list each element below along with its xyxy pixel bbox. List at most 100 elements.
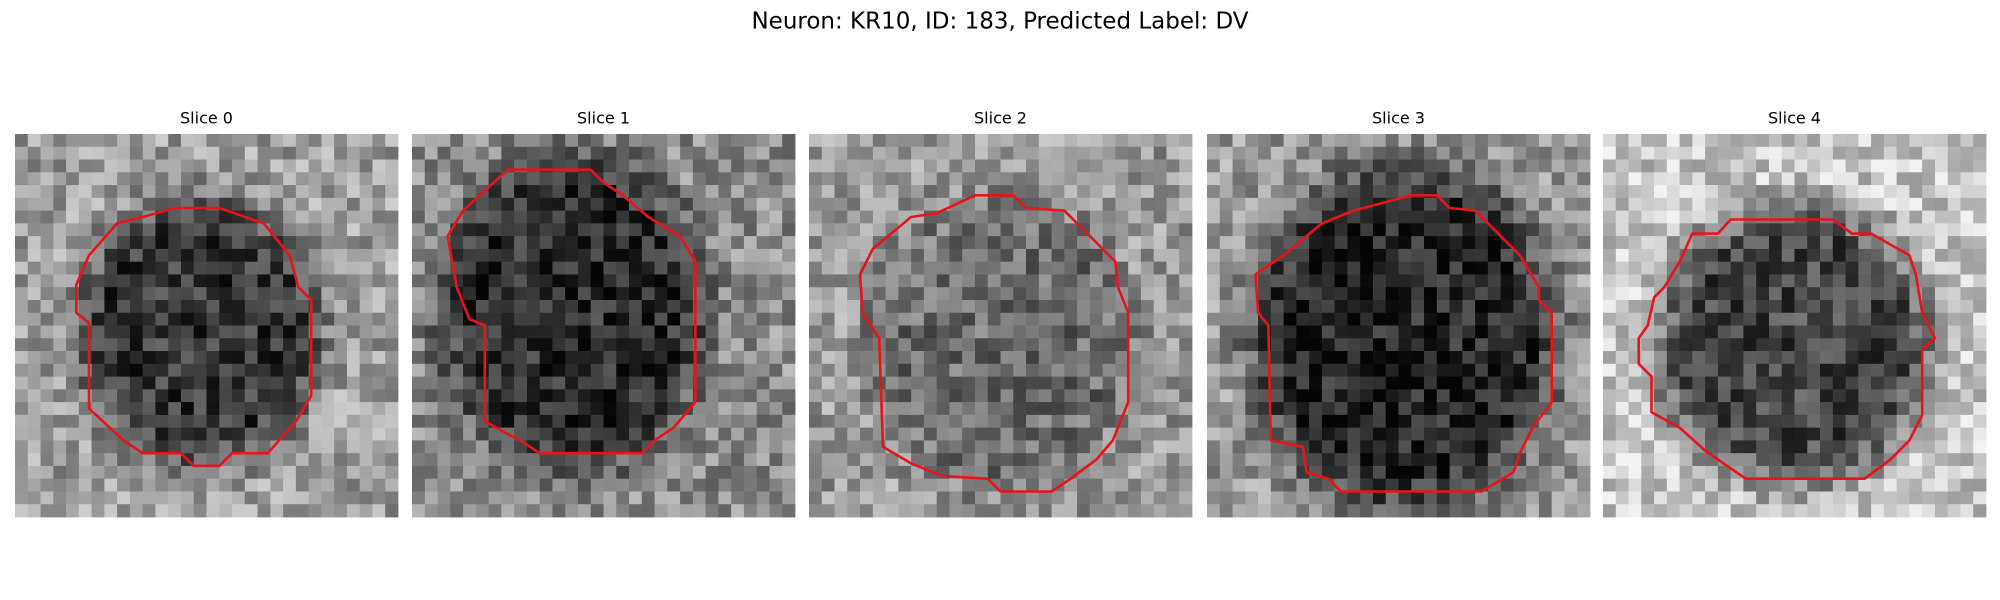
pixel	[385, 159, 399, 173]
pixel	[1153, 185, 1167, 199]
pixel	[872, 197, 886, 211]
pixel	[949, 146, 963, 160]
pixel	[1883, 325, 1898, 339]
pixel	[66, 376, 80, 390]
pixel	[987, 465, 1001, 480]
pixel	[949, 261, 963, 275]
pixel	[1436, 427, 1450, 441]
pixel	[1462, 172, 1476, 186]
pixel	[1820, 287, 1834, 301]
pixel	[616, 248, 630, 263]
pixel	[936, 299, 950, 314]
pixel	[270, 491, 284, 505]
pixel	[565, 312, 579, 326]
pixel	[680, 363, 694, 377]
pixel	[577, 427, 592, 441]
pixel	[1730, 504, 1744, 518]
pixel	[193, 299, 207, 314]
pixel	[104, 325, 118, 339]
pixel	[974, 351, 989, 365]
pixel	[1538, 223, 1553, 237]
pixel	[1577, 414, 1591, 429]
pixel	[590, 363, 604, 377]
pixel	[718, 427, 732, 441]
pixel	[1781, 414, 1795, 429]
pixel	[1309, 402, 1323, 416]
pixel	[1140, 210, 1155, 224]
pixel	[1475, 376, 1489, 390]
pixel	[180, 146, 195, 160]
pixel	[1270, 210, 1284, 224]
pixel	[847, 146, 861, 160]
pixel	[769, 363, 783, 377]
pixel	[1283, 478, 1297, 492]
pixel	[1219, 389, 1233, 403]
pixel	[1526, 287, 1540, 301]
pixel	[1615, 197, 1629, 211]
pixel	[1717, 210, 1732, 224]
pixel	[244, 491, 258, 505]
pixel	[1411, 363, 1425, 377]
pixel	[872, 414, 886, 429]
pixel	[244, 402, 258, 416]
pixel	[731, 465, 745, 480]
pixel	[40, 248, 54, 263]
pixel	[1500, 261, 1514, 275]
pixel	[1705, 504, 1719, 518]
pixel	[104, 440, 118, 454]
pixel	[1424, 159, 1438, 173]
pixel	[809, 402, 823, 416]
pixel	[1781, 376, 1795, 390]
pixel	[1794, 453, 1808, 467]
pixel	[1577, 223, 1591, 237]
pixel	[283, 402, 297, 416]
pixel	[603, 236, 617, 250]
pixel	[142, 338, 156, 352]
pixel	[1756, 351, 1770, 365]
pixel	[40, 427, 54, 441]
pixel	[1551, 261, 1565, 275]
pixel	[552, 465, 566, 480]
pixel	[603, 312, 617, 326]
pixel	[359, 338, 373, 352]
pixel	[257, 351, 271, 365]
pixel	[539, 312, 553, 326]
pixel	[53, 261, 67, 275]
pixel	[526, 491, 541, 505]
pixel	[1947, 248, 1961, 263]
pixel	[1577, 185, 1591, 199]
pixel	[1270, 453, 1284, 467]
pixel	[321, 440, 335, 454]
pixel	[756, 299, 770, 314]
pixel	[1615, 159, 1629, 173]
pixel	[616, 274, 630, 288]
pixel	[1922, 389, 1936, 403]
pixel	[501, 287, 515, 301]
pixel	[1153, 197, 1167, 211]
pixel	[1115, 236, 1129, 250]
pixel	[1411, 504, 1425, 518]
pixel	[1871, 465, 1885, 480]
pixel	[680, 312, 694, 326]
pixel	[1654, 478, 1668, 492]
pixel	[1564, 261, 1578, 275]
pixel	[1219, 210, 1233, 224]
pixel	[1219, 427, 1233, 441]
pixel	[872, 453, 886, 467]
pixel	[78, 274, 92, 288]
pixel	[295, 274, 310, 288]
pixel	[346, 504, 361, 518]
pixel	[270, 312, 284, 326]
pixel	[1615, 172, 1629, 186]
pixel	[898, 465, 912, 480]
pixel	[1513, 402, 1527, 416]
pixel	[1321, 453, 1336, 467]
pixel	[1615, 491, 1629, 505]
pixel	[1858, 325, 1872, 339]
pixel	[911, 363, 925, 377]
pixel	[1820, 414, 1834, 429]
pixel	[641, 491, 655, 505]
pixel	[1475, 134, 1489, 148]
pixel	[1603, 427, 1617, 441]
pixel	[295, 312, 310, 326]
